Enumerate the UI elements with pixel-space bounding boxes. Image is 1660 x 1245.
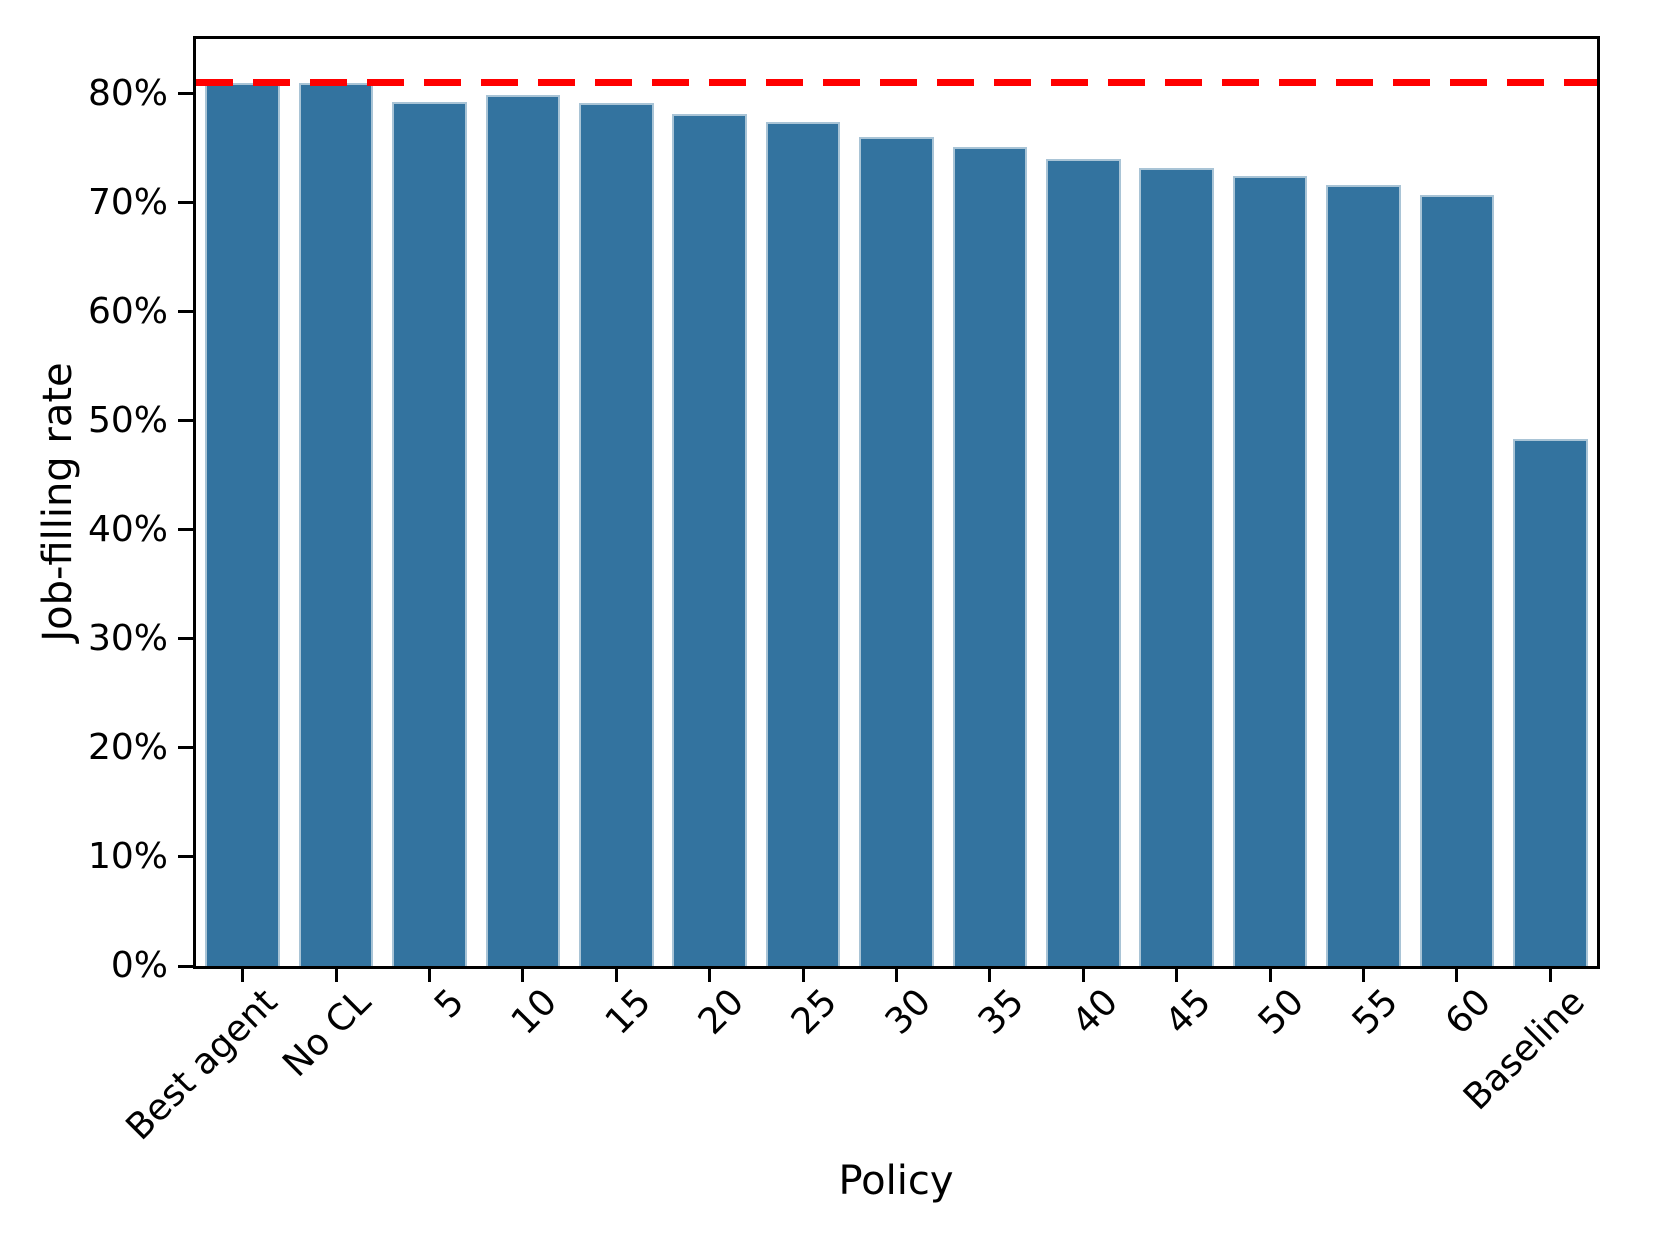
x-tick-label: 5 bbox=[426, 981, 472, 1027]
x-tick bbox=[1268, 969, 1272, 982]
x-tick bbox=[1455, 969, 1459, 982]
y-tick-label: 40% bbox=[87, 508, 168, 550]
bar bbox=[1512, 439, 1588, 966]
x-tick bbox=[988, 969, 992, 982]
x-tick bbox=[334, 969, 338, 982]
y-tick-label: 80% bbox=[87, 72, 168, 114]
x-tick bbox=[1175, 969, 1179, 982]
x-tick bbox=[895, 969, 898, 982]
y-tick bbox=[178, 419, 193, 423]
bar bbox=[298, 82, 374, 966]
bar bbox=[1139, 167, 1215, 966]
x-tick-label: 10 bbox=[503, 981, 566, 1043]
plot-area bbox=[193, 36, 1600, 969]
x-tick bbox=[614, 969, 618, 982]
y-tick bbox=[178, 310, 193, 314]
bar bbox=[952, 146, 1028, 966]
x-tick-label: 25 bbox=[784, 981, 846, 1043]
x-tick-label: 50 bbox=[1251, 981, 1313, 1043]
y-tick bbox=[178, 528, 193, 532]
bar bbox=[859, 137, 934, 966]
bar bbox=[1326, 185, 1401, 966]
y-tick-label: 0% bbox=[110, 945, 168, 986]
bar bbox=[1045, 158, 1121, 966]
x-tick bbox=[1081, 969, 1085, 982]
y-tick-label: 10% bbox=[87, 835, 168, 877]
x-tick-label: 15 bbox=[597, 981, 659, 1043]
x-tick-label: 20 bbox=[690, 981, 752, 1043]
y-tick bbox=[178, 637, 193, 641]
x-tick bbox=[1362, 969, 1365, 982]
bar bbox=[205, 82, 281, 966]
bar bbox=[1419, 194, 1495, 966]
y-tick-label: 70% bbox=[87, 181, 168, 223]
x-tick bbox=[521, 969, 525, 982]
bar bbox=[765, 121, 841, 966]
x-tick-label: 60 bbox=[1437, 981, 1500, 1043]
x-tick bbox=[1548, 969, 1552, 982]
bar bbox=[485, 94, 561, 966]
y-tick bbox=[178, 746, 193, 750]
x-tick-label: 55 bbox=[1344, 981, 1406, 1043]
y-tick-label: 50% bbox=[87, 399, 168, 441]
x-tick bbox=[241, 969, 245, 982]
x-tick-label: 45 bbox=[1157, 981, 1219, 1043]
y-tick-label: 60% bbox=[87, 290, 168, 332]
bar bbox=[578, 103, 654, 966]
x-axis-title: Policy bbox=[838, 1158, 954, 1204]
y-tick bbox=[178, 964, 193, 968]
bar bbox=[392, 102, 467, 966]
y-tick-label: 20% bbox=[87, 726, 168, 768]
x-tick bbox=[428, 969, 431, 982]
x-tick-label: No CL bbox=[274, 981, 379, 1085]
y-tick bbox=[178, 855, 193, 859]
reference-line bbox=[196, 79, 1597, 87]
y-tick-label: 30% bbox=[87, 617, 168, 659]
x-tick bbox=[708, 969, 712, 982]
y-tick bbox=[178, 92, 193, 96]
x-tick-label: Best agent bbox=[117, 981, 285, 1149]
x-tick bbox=[801, 969, 805, 982]
x-tick-label: 30 bbox=[877, 981, 939, 1043]
x-tick-label: 35 bbox=[970, 981, 1033, 1043]
x-tick-label: 40 bbox=[1064, 981, 1126, 1043]
bar bbox=[1232, 176, 1308, 966]
y-tick bbox=[178, 201, 193, 205]
bar bbox=[672, 114, 748, 966]
